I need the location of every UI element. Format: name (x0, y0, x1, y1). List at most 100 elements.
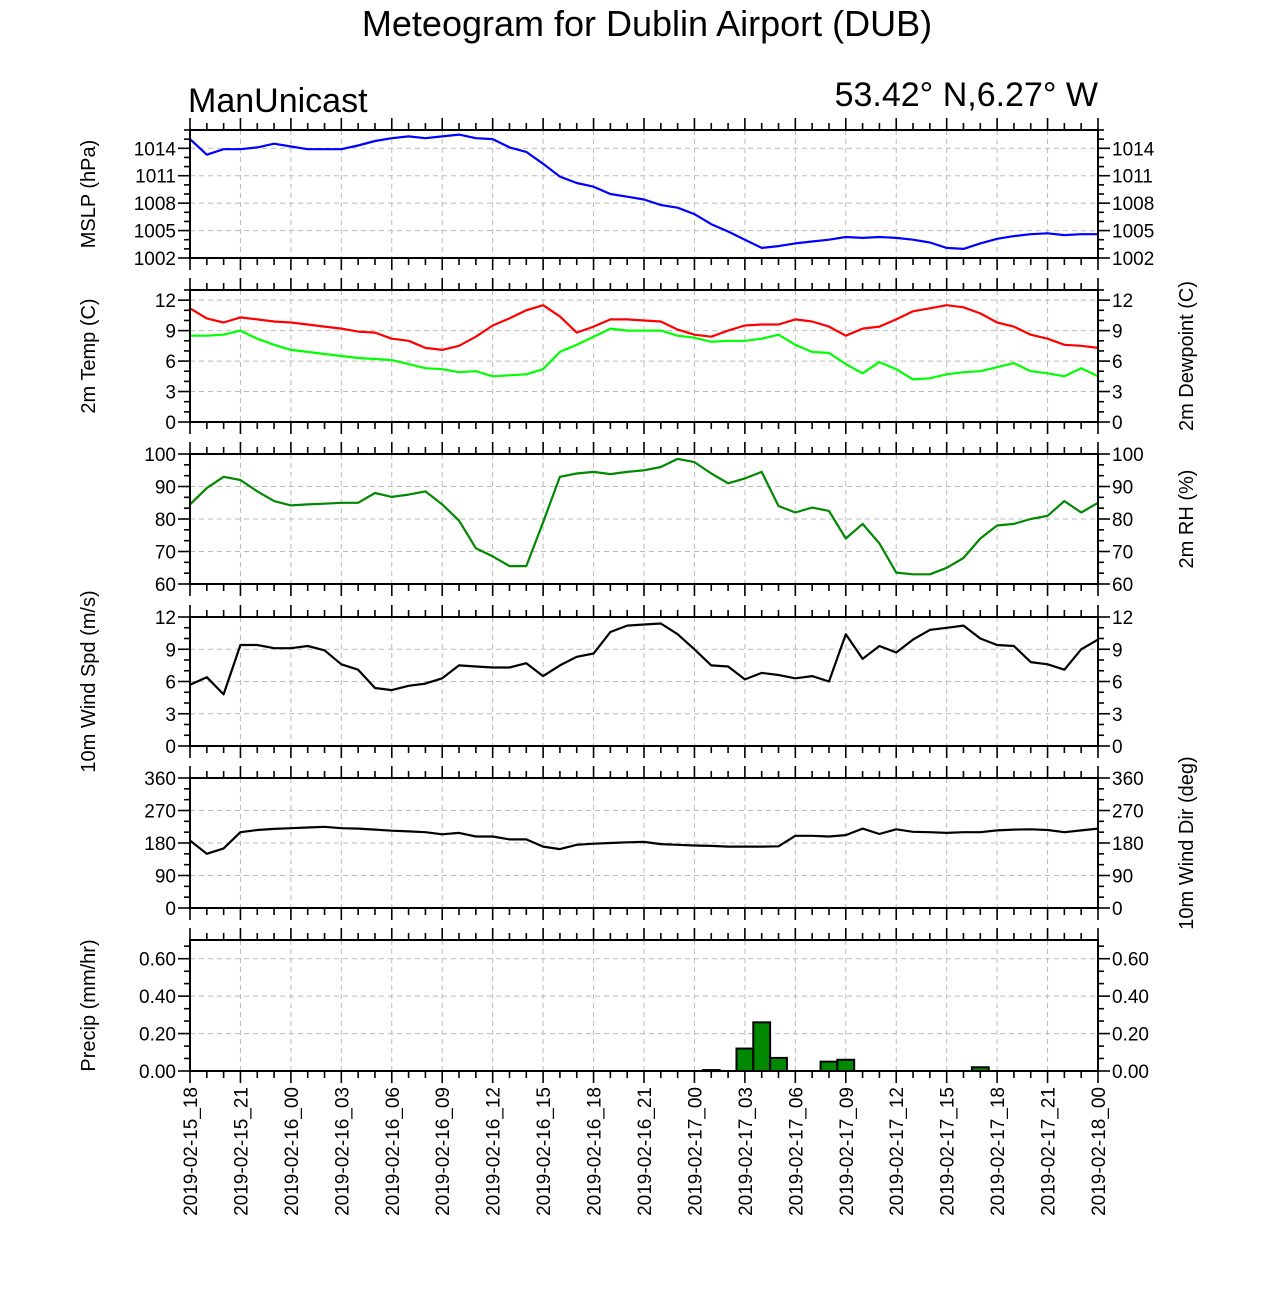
y-tick-label-right: 9 (1112, 322, 1123, 343)
y-tick-label-right: 0 (1112, 737, 1123, 758)
y-tick-label: 100 (144, 445, 176, 466)
series-line (189, 457, 1099, 576)
y-tick-label: 12 (155, 291, 176, 312)
y-tick-label-right: 3 (1112, 705, 1123, 726)
series-line (189, 825, 1099, 855)
y-tick-label: 1014 (134, 139, 177, 160)
y-tick-label: 1011 (135, 167, 176, 188)
y-tick-label-right: 0 (1112, 413, 1123, 434)
y-tick-label: 9 (165, 640, 176, 661)
time-tick-label: 2019-02-15_18 (181, 1087, 202, 1216)
y-tick-label: 80 (155, 510, 176, 531)
y-tick-label-right: 0 (1112, 899, 1123, 920)
y-tick-label: 6 (165, 352, 176, 373)
panel-rh: 60 60 70 70 80 80 90 90 100 100 2m RH (%) (144, 442, 1198, 596)
y-tick-label: 1002 (134, 249, 176, 270)
time-tick-label: 2019-02-17_15 (938, 1087, 959, 1216)
y-tick-label-right: 1014 (1112, 139, 1155, 160)
y-tick-label: 60 (155, 575, 176, 596)
time-tick-label: 2019-02-16_09 (433, 1087, 454, 1216)
y-tick-label-right: 1002 (1112, 249, 1154, 270)
y-tick-label: 3 (165, 383, 176, 404)
y-axis-label-right: 2m Dewpoint (C) (1176, 281, 1198, 431)
y-tick-label-right: 0.20 (1112, 1025, 1149, 1046)
y-tick-label-right: 3 (1112, 383, 1123, 404)
y-tick-label-right: 70 (1112, 543, 1133, 564)
y-tick-label-right: 1008 (1112, 194, 1154, 215)
y-axis-label-left: Precip (mm/hr) (78, 939, 100, 1071)
y-tick-label: 360 (144, 769, 176, 790)
time-tick-label: 2019-02-17_00 (685, 1087, 706, 1216)
y-tick-label-right: 1011 (1112, 167, 1153, 188)
panels-group: 1002 1002 1005 1005 1008 1008 1011 1011 1014 1014… (78, 118, 1198, 1083)
time-tick-label: 2019-02-17_06 (786, 1087, 807, 1216)
time-tick-label: 2019-02-17_03 (736, 1087, 757, 1216)
y-tick-label: 180 (144, 834, 176, 855)
panel-wspd: 0 0 3 3 6 6 9 9 12 12 10m Wind Spd (m/s) (78, 590, 1133, 772)
y-tick-label-right: 180 (1112, 834, 1144, 855)
time-tick-label: 2019-02-15_21 (231, 1087, 252, 1216)
y-tick-label-right: 270 (1112, 802, 1144, 823)
time-tick-label: 2019-02-16_03 (332, 1087, 353, 1216)
y-axis-label-left: MSLP (hPa) (78, 140, 100, 249)
y-tick-label-right: 0.60 (1112, 950, 1149, 971)
y-tick-label: 90 (155, 478, 176, 499)
panel-precip: 0.00 0.00 0.20 0.20 0.40 0.40 0.60 0.60 Precip (… (78, 928, 1149, 1083)
time-tick-label: 2019-02-16_06 (383, 1087, 404, 1216)
y-axis-label-left: 10m Wind Spd (m/s) (78, 590, 100, 772)
precip-bar (752, 1021, 772, 1072)
y-tick-label: 0 (165, 413, 176, 434)
time-tick-label: 2019-02-16_21 (635, 1087, 656, 1216)
time-tick-label: 2019-02-16_18 (585, 1087, 606, 1216)
y-axis-label-right: 2m RH (%) (1176, 470, 1198, 569)
time-tick-label: 2019-02-17_18 (988, 1087, 1009, 1216)
y-tick-label: 0 (165, 737, 176, 758)
y-tick-label-right: 6 (1112, 673, 1123, 694)
time-tick-label: 2019-02-17_12 (887, 1087, 908, 1216)
y-tick-label: 0.20 (139, 1025, 176, 1046)
y-tick-label: 90 (155, 867, 176, 888)
precip-bar (836, 1058, 856, 1073)
y-tick-label: 3 (165, 705, 176, 726)
chart-title: Meteogram for Dublin Airport (DUB) (362, 3, 932, 44)
y-tick-label: 1005 (134, 222, 176, 243)
y-tick-label: 0.40 (139, 987, 176, 1008)
y-tick-label: 270 (144, 802, 176, 823)
series-line (189, 622, 1099, 696)
y-tick-label-right: 90 (1112, 867, 1133, 888)
y-tick-label-right: 90 (1112, 478, 1133, 499)
y-tick-label-right: 80 (1112, 510, 1133, 531)
y-tick-label: 1008 (134, 194, 176, 215)
y-tick-label: 0.00 (139, 1062, 176, 1083)
y-tick-label-right: 6 (1112, 352, 1123, 373)
y-tick-label-right: 9 (1112, 640, 1123, 661)
y-tick-label-right: 1005 (1112, 222, 1154, 243)
model-label: ManUnicast (188, 82, 368, 120)
time-tick-label: 2019-02-16_12 (484, 1087, 505, 1216)
y-axis-label-right: 10m Wind Dir (deg) (1176, 756, 1198, 929)
y-tick-label-right: 12 (1112, 608, 1133, 629)
series-line (190, 327, 1099, 381)
y-tick-label: 9 (165, 322, 176, 343)
y-tick-label: 0.60 (139, 950, 176, 971)
panel-temp: 0 0 3 3 6 6 9 9 12 12 2m Temp (C) 2m Dewpoint (C) (78, 278, 1198, 434)
location-coordinates: 53.42° N,6.27° W (835, 76, 1098, 114)
time-tick-label: 2019-02-18_00 (1089, 1087, 1110, 1216)
time-tick-label: 2019-02-16_00 (282, 1087, 303, 1216)
y-tick-label-right: 100 (1112, 445, 1144, 466)
y-tick-label: 70 (155, 543, 176, 564)
y-tick-label-right: 60 (1112, 575, 1133, 596)
y-tick-label-right: 12 (1112, 291, 1133, 312)
precip-bar (769, 1056, 788, 1073)
y-axis-label-left: 2m Temp (C) (78, 298, 100, 413)
y-tick-label: 0 (165, 899, 176, 920)
series-line (189, 304, 1099, 351)
time-axis: 2019-02-15_18 2019-02-15_21 2019-02-16_00 2… (181, 1087, 1110, 1216)
y-tick-label-right: 360 (1112, 769, 1144, 790)
time-tick-label: 2019-02-17_09 (837, 1087, 858, 1216)
y-tick-label: 12 (155, 608, 176, 629)
y-tick-label-right: 0.00 (1112, 1062, 1149, 1083)
precip-bar (735, 1047, 755, 1072)
series-line (189, 133, 1098, 250)
